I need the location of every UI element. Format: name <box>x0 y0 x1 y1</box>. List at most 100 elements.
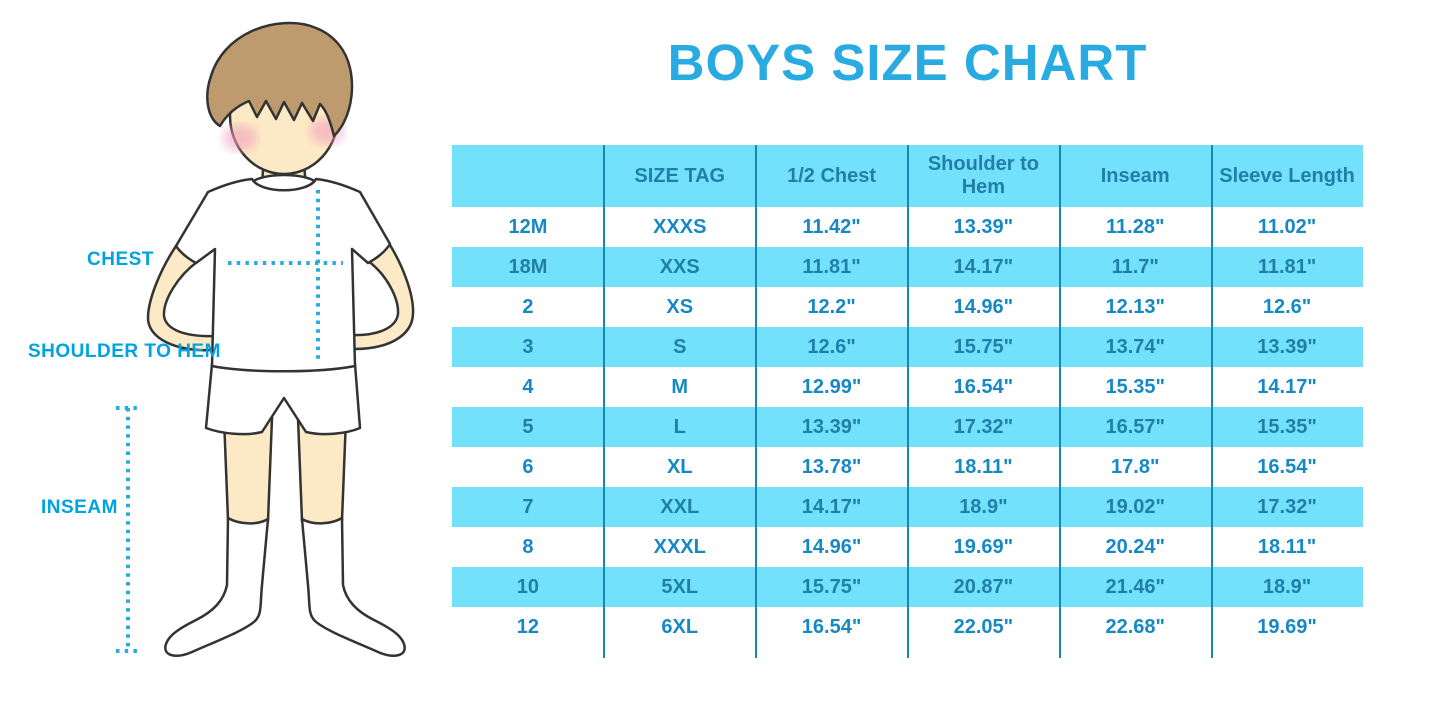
shoulder-hem-cell: 20.87" <box>907 567 1060 607</box>
size-cell: 18M <box>452 247 604 287</box>
size-cell: 4 <box>452 367 604 407</box>
sleeve-length-cell: 19.69" <box>1211 607 1363 647</box>
size-cell: 12M <box>452 207 604 247</box>
inseam-cell: 12.13" <box>1059 287 1212 327</box>
right-arm-shape <box>348 243 415 351</box>
size-tag-cell: XXXS <box>603 207 756 247</box>
inseam-cell: 21.46" <box>1059 567 1212 607</box>
shoulder-hem-cell: 13.39" <box>907 207 1060 247</box>
sleeve-length-cell: 11.81" <box>1211 247 1363 287</box>
table-row: 4 M 12.99" 16.54" 15.35" 14.17" <box>452 367 1363 407</box>
header-size <box>452 145 604 207</box>
half-chest-cell: 15.75" <box>755 567 908 607</box>
shoulder-to-hem-label: SHOULDER TO HEM <box>28 341 221 362</box>
size-tag-cell: XL <box>603 447 756 487</box>
sleeve-length-cell: 14.17" <box>1211 367 1363 407</box>
half-chest-cell: 14.17" <box>755 487 908 527</box>
sleeve-length-cell: 17.32" <box>1211 487 1363 527</box>
size-table-container: SIZE TAG 1/2 Chest Shoulder to Hem Insea… <box>452 145 1363 658</box>
sleeve-length-cell: 11.02" <box>1211 207 1363 247</box>
size-tag-cell: M <box>603 367 756 407</box>
size-cell: 3 <box>452 327 604 367</box>
chest-label: CHEST <box>87 249 154 270</box>
inseam-cell: 22.68" <box>1059 607 1212 647</box>
half-chest-cell: 13.39" <box>755 407 908 447</box>
size-tag-cell: XXL <box>603 487 756 527</box>
inseam-cell: 11.28" <box>1059 207 1212 247</box>
header-sleeve-length: Sleeve Length <box>1211 145 1363 207</box>
table-row: 8 XXXL 14.96" 19.69" 20.24" 18.11" <box>452 527 1363 567</box>
header-shoulder-to-hem: Shoulder to Hem <box>907 145 1060 207</box>
shoulder-hem-cell: 17.32" <box>907 407 1060 447</box>
shoulder-hem-cell: 18.11" <box>907 447 1060 487</box>
size-tag-cell: 6XL <box>603 607 756 647</box>
boy-illustration <box>116 21 415 657</box>
column-divider <box>1211 145 1213 658</box>
half-chest-cell: 12.99" <box>755 367 908 407</box>
column-divider <box>1059 145 1061 658</box>
table-header-row: SIZE TAG 1/2 Chest Shoulder to Hem Insea… <box>452 145 1363 207</box>
size-cell: 10 <box>452 567 604 607</box>
right-sock-shape <box>300 516 406 657</box>
hair-shape <box>206 21 354 138</box>
shoulder-hem-cell: 18.9" <box>907 487 1060 527</box>
shirt-shape <box>174 177 392 373</box>
inseam-cell: 17.8" <box>1059 447 1212 487</box>
inseam-cell: 11.7" <box>1059 247 1212 287</box>
left-sock-shape <box>164 516 270 657</box>
inseam-cell: 15.35" <box>1059 367 1212 407</box>
size-cell: 12 <box>452 607 604 647</box>
blush-left <box>223 125 257 151</box>
size-tag-cell: S <box>603 327 756 367</box>
inseam-cell: 20.24" <box>1059 527 1212 567</box>
half-chest-cell: 12.2" <box>755 287 908 327</box>
shoulder-hem-cell: 14.96" <box>907 287 1060 327</box>
size-cell: 7 <box>452 487 604 527</box>
table-row: 3 S 12.6" 15.75" 13.74" 13.39" <box>452 327 1363 367</box>
shorts-shape <box>204 362 362 436</box>
table-row: 6 XL 13.78" 18.11" 17.8" 16.54" <box>452 447 1363 487</box>
inseam-label: INSEAM <box>41 497 118 518</box>
size-tag-cell: XXS <box>603 247 756 287</box>
size-cell: 6 <box>452 447 604 487</box>
table-row: 12M XXXS 11.42" 13.39" 11.28" 11.02" <box>452 207 1363 247</box>
sleeve-length-cell: 18.9" <box>1211 567 1363 607</box>
column-divider <box>755 145 757 658</box>
shoulder-hem-cell: 15.75" <box>907 327 1060 367</box>
size-tag-cell: 5XL <box>603 567 756 607</box>
half-chest-cell: 16.54" <box>755 607 908 647</box>
size-cell: 5 <box>452 407 604 447</box>
table-row: 10 5XL 15.75" 20.87" 21.46" 18.9" <box>452 567 1363 607</box>
table-row: 12 6XL 16.54" 22.05" 22.68" 19.69" <box>452 607 1363 647</box>
size-cell: 8 <box>452 527 604 567</box>
inseam-cell: 13.74" <box>1059 327 1212 367</box>
table-row: 2 XS 12.2" 14.96" 12.13" 12.6" <box>452 287 1363 327</box>
table-row: 5 L 13.39" 17.32" 16.57" 15.35" <box>452 407 1363 447</box>
shoulder-hem-cell: 16.54" <box>907 367 1060 407</box>
sleeve-length-cell: 12.6" <box>1211 287 1363 327</box>
half-chest-cell: 11.42" <box>755 207 908 247</box>
page-title: BOYS SIZE CHART <box>667 34 1148 91</box>
shoulder-hem-cell: 19.69" <box>907 527 1060 567</box>
header-size-tag: SIZE TAG <box>603 145 756 207</box>
sleeve-length-cell: 18.11" <box>1211 527 1363 567</box>
inseam-cell: 16.57" <box>1059 407 1212 447</box>
header-inseam: Inseam <box>1059 145 1212 207</box>
inseam-cell: 19.02" <box>1059 487 1212 527</box>
half-chest-cell: 13.78" <box>755 447 908 487</box>
half-chest-cell: 14.96" <box>755 527 908 567</box>
left-arm-shape <box>146 244 216 352</box>
boy-size-figure: CHEST SHOULDER TO HEM INSEAM <box>0 0 452 723</box>
sleeve-length-cell: 13.39" <box>1211 327 1363 367</box>
half-chest-cell: 12.6" <box>755 327 908 367</box>
size-tag-cell: L <box>603 407 756 447</box>
column-divider <box>603 145 605 658</box>
column-divider <box>907 145 909 658</box>
table-row: 18M XXS 11.81" 14.17" 11.7" 11.81" <box>452 247 1363 287</box>
size-cell: 2 <box>452 287 604 327</box>
sleeve-length-cell: 16.54" <box>1211 447 1363 487</box>
shoulder-hem-cell: 14.17" <box>907 247 1060 287</box>
header-half-chest: 1/2 Chest <box>755 145 908 207</box>
shoulder-hem-cell: 22.05" <box>907 607 1060 647</box>
size-table: SIZE TAG 1/2 Chest Shoulder to Hem Insea… <box>452 145 1363 647</box>
